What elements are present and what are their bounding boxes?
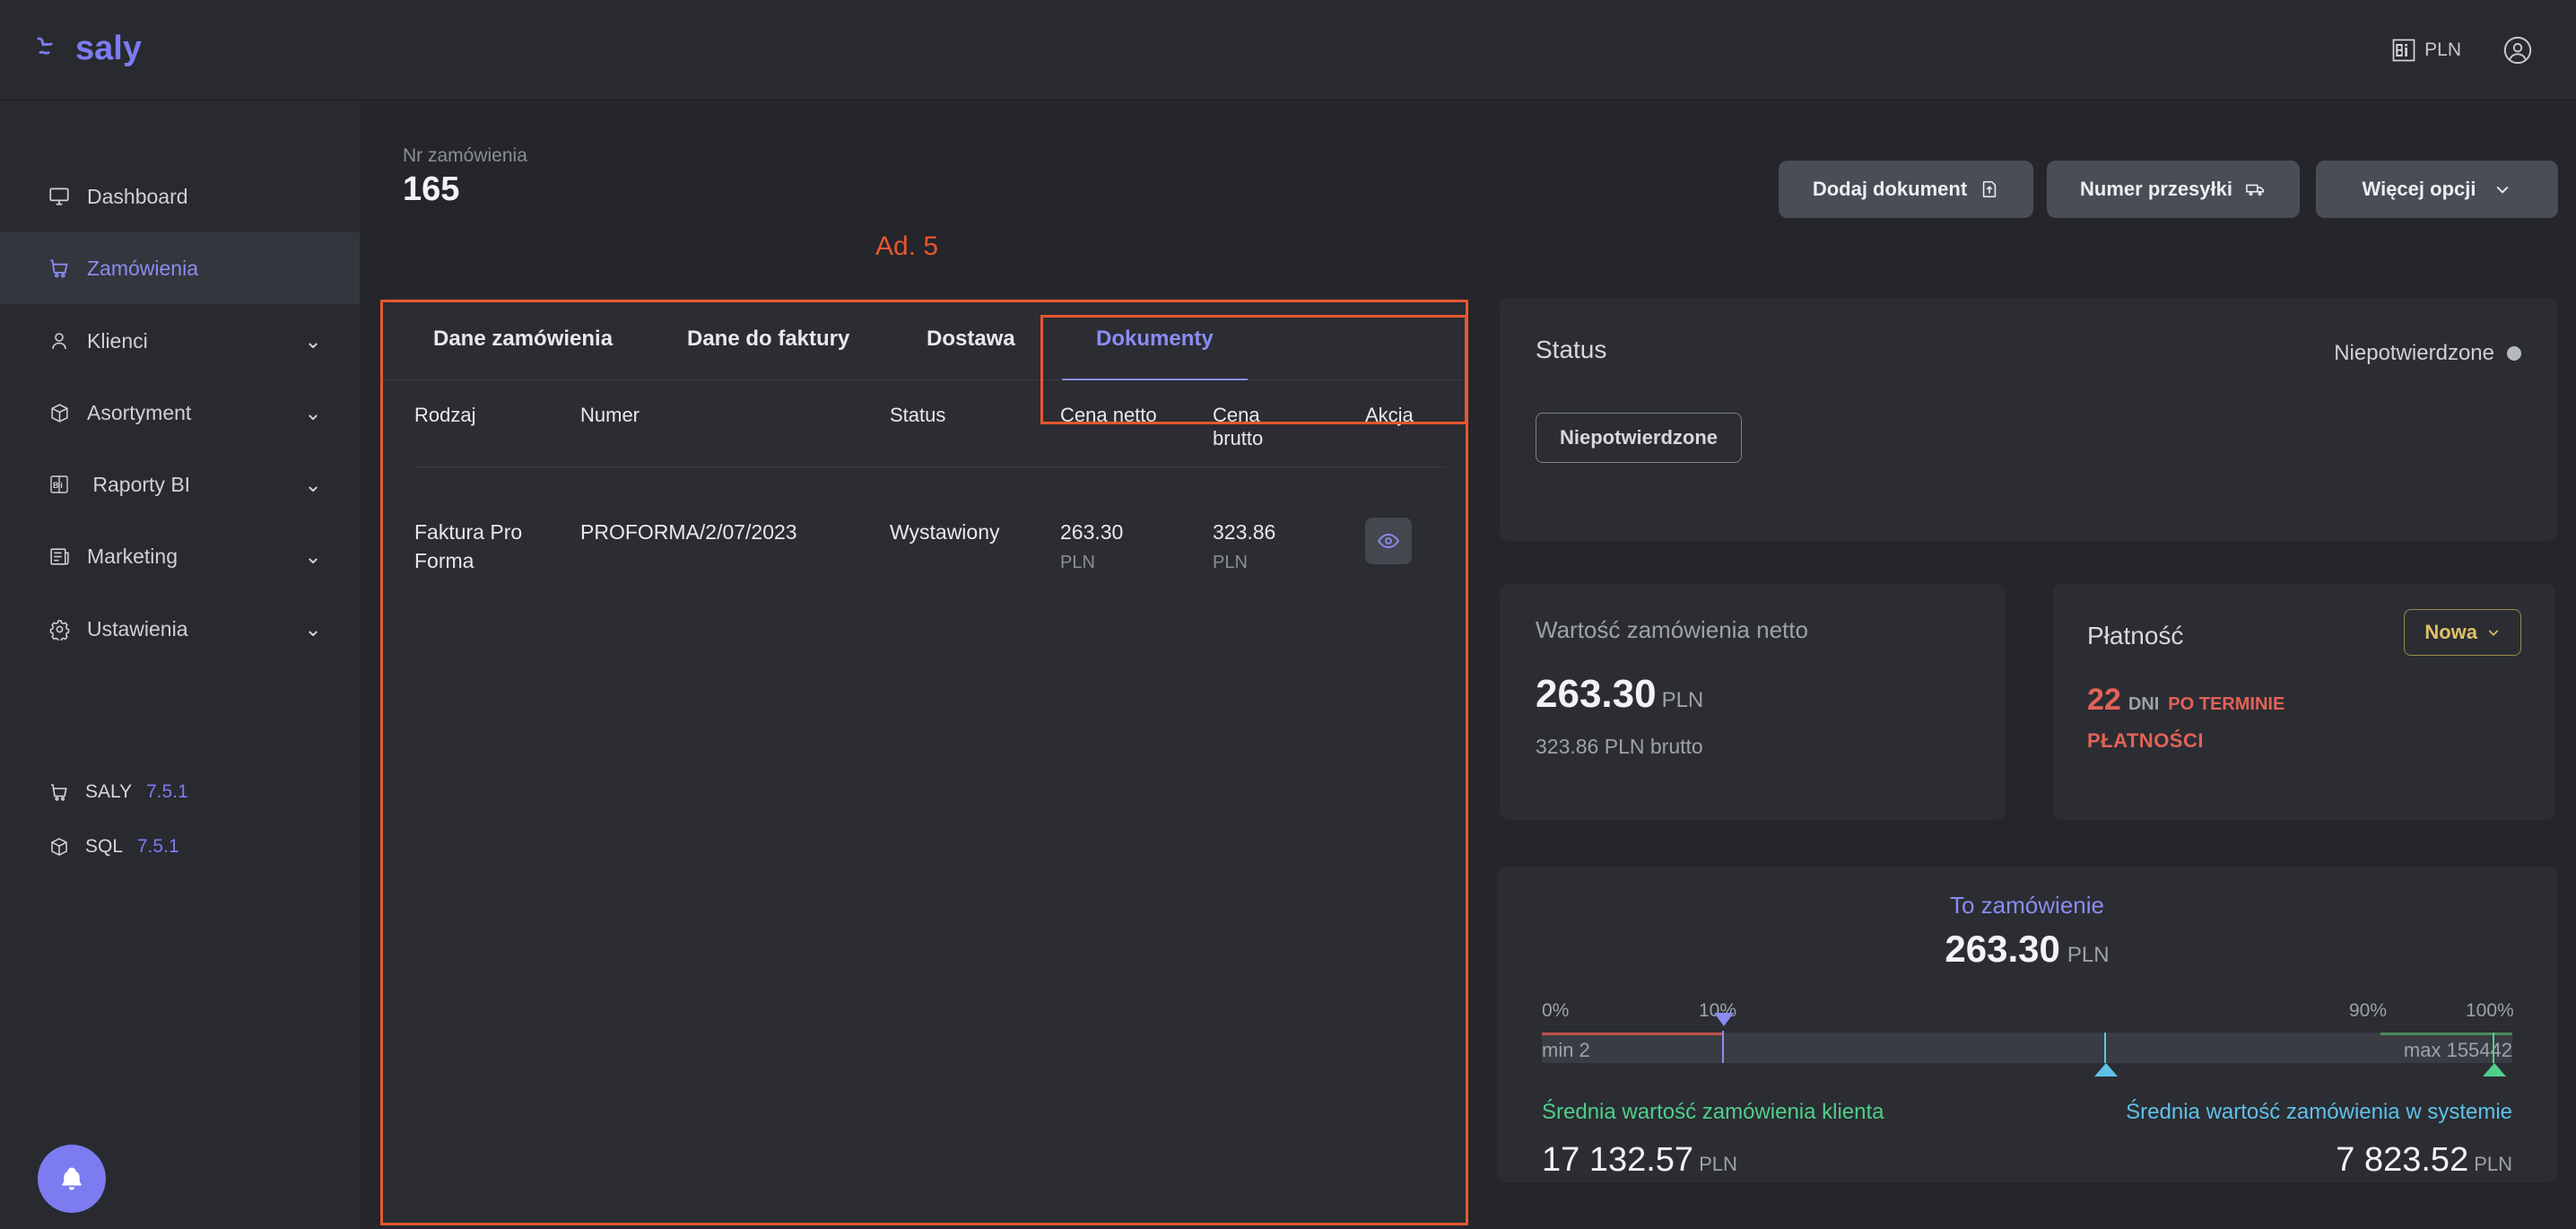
svg-text:B: B [53,481,59,490]
svg-text:i: i [60,481,63,490]
